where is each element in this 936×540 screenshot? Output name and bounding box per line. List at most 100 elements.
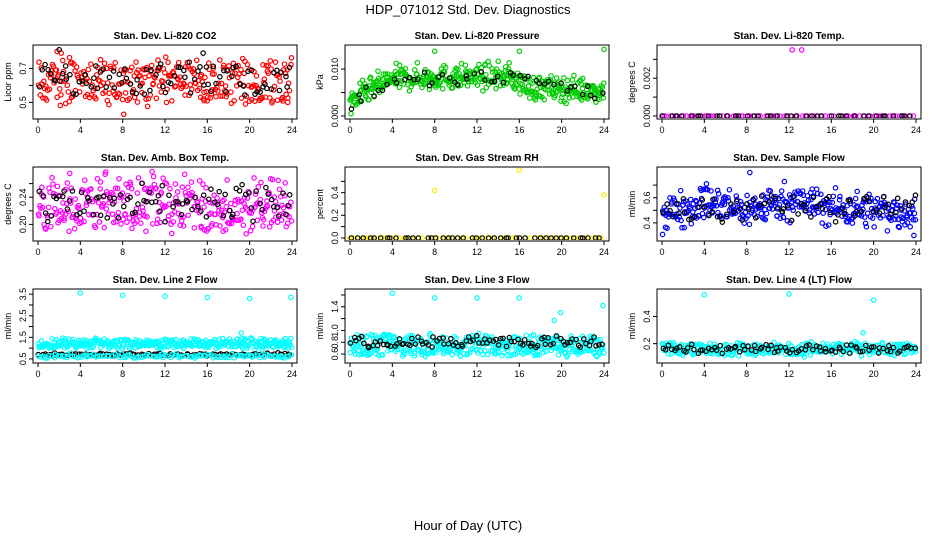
data-point (884, 348, 891, 354)
data-point (275, 213, 282, 219)
data-point (204, 94, 211, 100)
data-point (217, 73, 223, 80)
data-point (735, 113, 742, 118)
data-point (786, 291, 792, 297)
data-point (196, 209, 203, 216)
data-point (198, 208, 204, 214)
data-point (54, 94, 60, 101)
data-point (866, 198, 872, 204)
data-point (223, 203, 230, 210)
data-point (187, 81, 194, 88)
data-point (529, 340, 535, 347)
data-point (488, 79, 495, 85)
data-point (260, 223, 266, 229)
data-point (202, 353, 209, 359)
data-point (455, 66, 461, 72)
data-point (103, 206, 110, 212)
data-point (275, 177, 282, 184)
data-point (282, 180, 289, 186)
data-point (681, 209, 688, 215)
data-point (257, 200, 263, 207)
x-tick-label: 24 (599, 247, 609, 257)
data-point (153, 72, 159, 78)
data-point (808, 214, 814, 220)
data-point (445, 341, 452, 347)
data-point (278, 69, 284, 76)
data-point (588, 338, 594, 345)
data-point (56, 86, 63, 92)
data-point (912, 345, 919, 351)
data-point (664, 225, 670, 231)
data-point (393, 235, 399, 240)
data-point (238, 216, 244, 223)
data-point (40, 193, 46, 199)
data-point (59, 210, 66, 216)
data-point (558, 80, 564, 86)
data-point (216, 188, 222, 195)
chart-panel: Stan. Dev. Line 2 Flow ml/min 0 4 8 12 16 20 24 0… (3, 275, 298, 379)
data-point (167, 80, 174, 87)
data-point (733, 198, 740, 205)
data-point (234, 74, 241, 81)
data-point (143, 96, 149, 103)
data-point (660, 209, 666, 216)
data-point (832, 218, 839, 225)
data-point (691, 346, 697, 353)
y-axis-label: ml/min (315, 313, 325, 340)
data-point (714, 187, 721, 194)
data-point (285, 202, 291, 209)
data-point (71, 61, 77, 68)
data-point (148, 62, 155, 69)
data-point (111, 65, 117, 71)
data-point (288, 335, 294, 342)
y-tick-label: 0.2 (642, 337, 652, 350)
data-point (504, 77, 511, 83)
data-point (557, 309, 564, 316)
data-point (166, 192, 172, 199)
data-point (558, 94, 565, 100)
data-point (179, 184, 186, 190)
data-point (242, 101, 249, 107)
data-point (56, 46, 62, 53)
data-point (270, 217, 277, 224)
data-point (229, 214, 235, 220)
data-point (220, 65, 227, 71)
data-point (163, 99, 170, 106)
data-point (208, 88, 214, 95)
data-point (486, 63, 493, 69)
data-point (60, 57, 66, 64)
x-tick-label: 4 (78, 247, 83, 257)
x-tick-label: 4 (702, 247, 707, 257)
data-point (75, 202, 82, 209)
data-point (251, 175, 257, 181)
data-point (36, 59, 42, 65)
data-point (363, 84, 369, 90)
data-point (172, 181, 179, 187)
data-point (862, 220, 869, 227)
data-point (788, 217, 795, 224)
data-point (106, 74, 113, 81)
data-point (817, 348, 824, 354)
data-point (153, 95, 160, 102)
chart-panel: Stan. Dev. Sample Flow ml/min 0 4 8 12 16 20 24 0… (627, 153, 922, 257)
data-point (430, 334, 436, 340)
data-point (282, 335, 289, 342)
data-point (218, 80, 225, 87)
data-point (411, 350, 418, 357)
data-point (887, 211, 894, 218)
data-point (774, 113, 780, 118)
data-point (591, 84, 597, 90)
data-point (110, 201, 116, 207)
data-point (857, 348, 864, 355)
data-point (39, 204, 46, 211)
data-point (171, 84, 178, 90)
data-point (60, 70, 66, 77)
data-point (103, 188, 110, 195)
data-point (277, 78, 283, 84)
data-point (724, 113, 730, 118)
data-point (711, 113, 717, 118)
data-point (288, 344, 295, 350)
data-point (536, 352, 543, 358)
data-point (101, 193, 107, 199)
